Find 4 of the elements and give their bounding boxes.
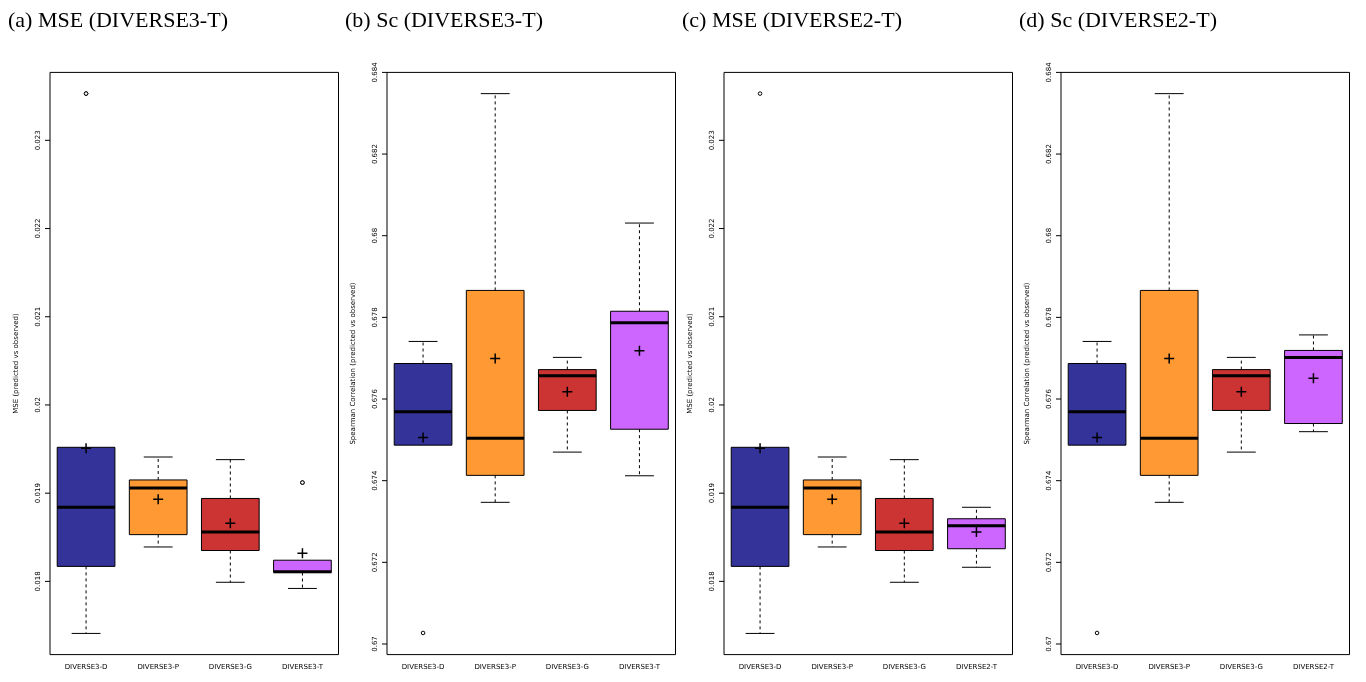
chart-title: (d) Sc (DIVERSE2-T)	[1019, 6, 1217, 32]
chart-title: (c) MSE (DIVERSE2-T)	[682, 6, 902, 32]
chart-title: (a) MSE (DIVERSE3-T)	[8, 6, 228, 32]
chart-title: (b) Sc (DIVERSE3-T)	[345, 6, 543, 32]
